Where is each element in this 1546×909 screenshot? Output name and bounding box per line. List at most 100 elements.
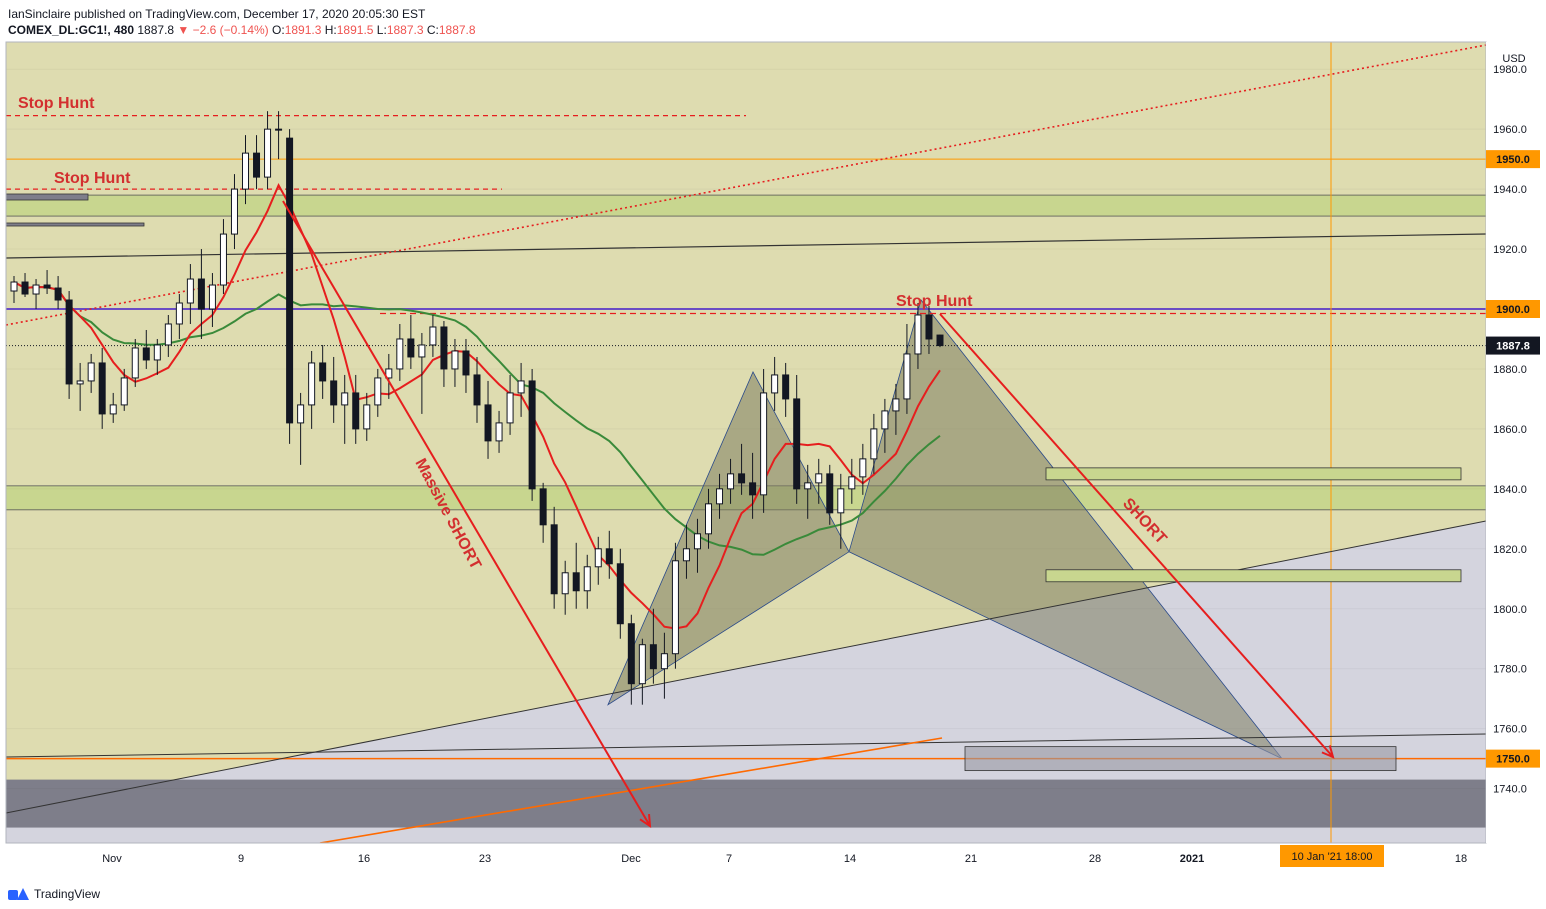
candle (109, 392, 117, 423)
price-tag: 1887.8 (1486, 336, 1540, 355)
candle (804, 464, 812, 519)
time-axis[interactable]: Nov 9 16 23 Dec 7 14 21 28 2021 18 (6, 842, 1486, 873)
y-tick-label: 1740.0 (1493, 784, 1527, 796)
candle (429, 314, 437, 357)
candle (903, 323, 911, 414)
candle (649, 608, 657, 684)
candle (572, 542, 580, 609)
candle (760, 368, 768, 513)
dark-support-zone (6, 779, 1486, 828)
publisher-line: IanSinclaire published on TradingView.co… (8, 7, 426, 21)
chart-header: IanSinclaire published on TradingView.co… (8, 6, 476, 38)
candle (473, 356, 481, 423)
candle (418, 332, 426, 414)
candle (65, 291, 73, 399)
candle (43, 270, 51, 295)
y-tick-label: 1940.0 (1493, 184, 1527, 196)
candle (495, 410, 503, 453)
candle (341, 374, 349, 444)
candle (98, 347, 106, 429)
candle (308, 350, 316, 429)
candle (363, 392, 371, 441)
candle (837, 473, 845, 549)
candle (771, 356, 779, 411)
low-value: 1887.3 (386, 23, 424, 37)
candle (682, 524, 690, 579)
candle (826, 464, 834, 525)
candle (738, 443, 746, 495)
candle (782, 362, 790, 417)
candle (219, 219, 227, 295)
footer-brand[interactable]: TradingView (8, 887, 100, 901)
close-label: C: (426, 23, 439, 37)
candle (87, 353, 95, 393)
price-tag: 1950.0 (1486, 150, 1540, 169)
candle (440, 320, 448, 387)
x-tick-label: Nov (102, 853, 122, 865)
candle (583, 554, 591, 609)
candle (550, 506, 558, 609)
price-tags: 1950.0 1900.0 1887.8 1750.0 (1486, 150, 1540, 768)
x-tick-label: 9 (238, 853, 244, 865)
high-label: H: (324, 23, 337, 37)
symbol-name: COMEX_DL:GC1!, 480 (8, 23, 135, 37)
candle (870, 413, 878, 474)
candle (528, 368, 536, 501)
candle (164, 314, 172, 357)
x-tick-label: 18 (1455, 853, 1467, 865)
x-tick-label: 16 (358, 853, 370, 865)
open-value: 1891.3 (284, 23, 322, 37)
y-tick-label: 1960.0 (1493, 124, 1527, 136)
candle (253, 135, 261, 190)
x-tick-label: Dec (621, 853, 641, 865)
y-tick-label: 1780.0 (1493, 664, 1527, 676)
symbol-line: COMEX_DL:GC1!, 480 1887.8 ▼ −2.6 (−0.14%… (8, 22, 476, 38)
brand-name: TradingView (34, 887, 101, 901)
candlesticks (10, 111, 944, 705)
candle (693, 518, 701, 573)
candle (627, 614, 635, 705)
low-label: L: (376, 23, 387, 37)
stop-hunt-label-1: Stop Hunt (18, 95, 95, 112)
candle (462, 338, 470, 393)
x-tick-label: 7 (726, 853, 732, 865)
candle (451, 338, 459, 387)
candle (892, 383, 900, 435)
x-tick-label: 14 (844, 853, 856, 865)
candle (936, 334, 944, 348)
candle (186, 264, 194, 324)
candle (561, 560, 569, 615)
candle (175, 294, 183, 339)
candle (793, 374, 801, 504)
resistance-band-upper (6, 194, 1486, 217)
price-tag: 1750.0 (1486, 749, 1540, 768)
candle (131, 338, 139, 387)
candle (275, 111, 283, 160)
candle (54, 276, 62, 309)
candle (539, 482, 547, 543)
candle (815, 458, 823, 504)
y-tick-label: 1840.0 (1493, 484, 1527, 496)
candle (605, 530, 613, 579)
candle (153, 338, 161, 375)
candle (517, 362, 525, 417)
candle (319, 344, 327, 399)
candle (230, 174, 238, 250)
candle (21, 273, 29, 298)
candle (859, 443, 867, 495)
price-change: ▼ −2.6 (−0.14%) (177, 23, 269, 37)
price-tag-text: 1887.8 (1496, 341, 1530, 353)
price-tag-text: 1950.0 (1496, 154, 1530, 166)
candle (638, 638, 646, 705)
arrows (282, 200, 1335, 828)
time-tag-text: 10 Jan '21 18:00 (1291, 851, 1372, 863)
candle (352, 374, 360, 444)
candle (407, 314, 415, 369)
candle (749, 452, 757, 519)
candle (396, 323, 404, 381)
tradingview-logo-icon (8, 887, 30, 901)
candle (76, 362, 84, 411)
candle (197, 249, 205, 339)
candle (385, 353, 393, 399)
